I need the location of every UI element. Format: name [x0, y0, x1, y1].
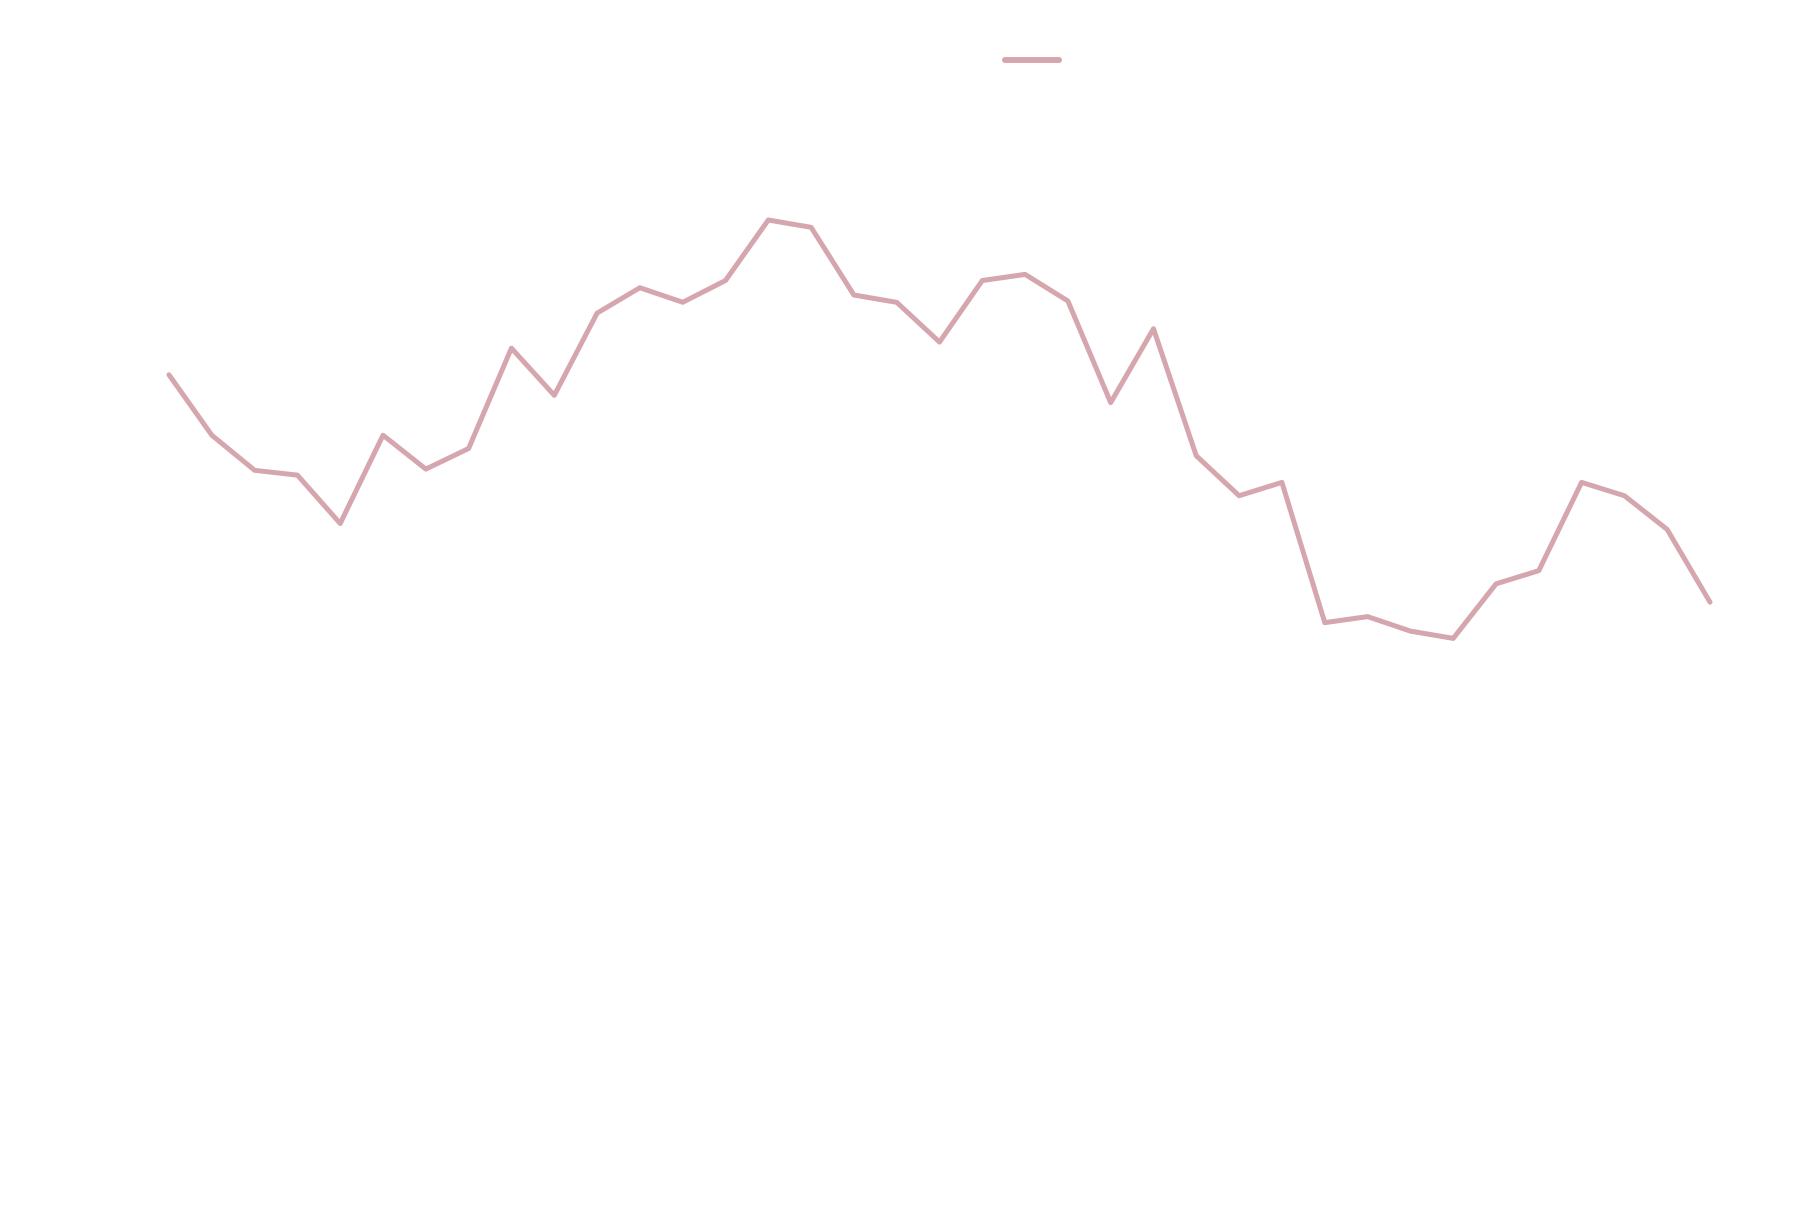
data-line: [166, 217, 1713, 641]
